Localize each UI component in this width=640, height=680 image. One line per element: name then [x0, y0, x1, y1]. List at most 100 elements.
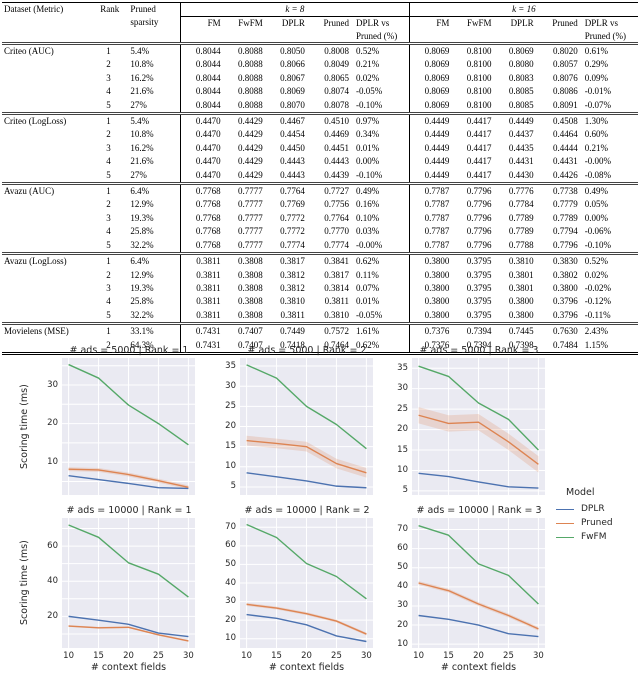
value-cell: 0.7449	[264, 322, 307, 339]
value-cell: 0.4454	[280, 129, 305, 140]
value-cell: 0.3814	[324, 282, 350, 293]
y-axis-label: Scoring time (ms)	[19, 384, 30, 469]
sparsity-cell: 16.2%	[130, 72, 154, 83]
value-cell: 0.8100	[451, 42, 494, 59]
rank-cell: 4	[106, 296, 111, 307]
col-header-fwfm-k8: FwFM	[238, 18, 263, 28]
y-tick-label: 60	[225, 540, 236, 551]
col-header-dplr-vs-pruned-k8: DPLR vs Pruned (%)	[356, 18, 398, 41]
value-cell: -0.11%	[584, 309, 611, 320]
value-cell: 0.34%	[356, 129, 380, 140]
value-cell: 0.7796	[552, 239, 578, 250]
table-row: 2 12.9% 0.3811 0.3808 0.3812 0.3817 0.11% 0.380…	[2, 268, 638, 282]
value-cell: 1.15%	[584, 339, 608, 350]
rank-cell: 2	[106, 339, 111, 350]
value-cell: -0.10%	[356, 169, 383, 180]
value-cell: 0.4429	[238, 142, 263, 153]
plot-area	[412, 518, 545, 648]
value-cell: 0.4431	[508, 156, 534, 167]
value-cell: 0.4449	[408, 141, 452, 156]
value-cell: 0.3817	[264, 252, 307, 269]
value-cell: 0.4417	[466, 142, 492, 153]
value-cell: 0.3810	[280, 296, 305, 307]
y-tick-label: 10	[47, 456, 58, 467]
value-cell: 0.8069	[280, 86, 305, 97]
value-cell: -0.07%	[584, 99, 611, 110]
value-cell: 0.7769	[280, 199, 305, 210]
value-cell: 0.4444	[552, 142, 578, 153]
dataset-cell	[2, 309, 98, 324]
dataset-cell: Criteo (LogLoss)	[2, 112, 99, 129]
value-cell: 0.7768	[180, 211, 223, 226]
series-line-fwfm	[68, 524, 189, 598]
value-cell: 0.8069	[408, 98, 452, 114]
chart-title: # ads = 10000 | Rank = 1	[66, 505, 192, 516]
value-cell: 0.8100	[466, 72, 492, 83]
value-cell: 0.3811	[180, 308, 223, 324]
results-table: Dataset (Metric) Rank Pruned sparsity k …	[2, 2, 638, 355]
value-cell: 0.8088	[238, 59, 263, 70]
y-tick-label: 20	[397, 424, 408, 435]
series-line-fwfm	[418, 365, 539, 451]
value-cell: 0.4429	[238, 169, 263, 180]
series-line-pruned	[246, 603, 367, 635]
table-row: Criteo (LogLoss) 1 5.4% 0.4470 0.4429 0.4467 0…	[2, 112, 638, 129]
value-cell: 0.7796	[466, 239, 492, 250]
value-cell: 0.3795	[466, 309, 492, 320]
value-cell: 0.4450	[280, 142, 305, 153]
value-cell: 0.7774	[280, 239, 305, 250]
value-cell: 0.4449	[493, 112, 536, 129]
rank-cell: 2	[106, 199, 111, 210]
value-cell: -0.12%	[584, 296, 611, 307]
value-cell: 0.7774	[324, 239, 350, 250]
value-cell: 0.52%	[351, 42, 410, 59]
value-cell: 0.7788	[508, 239, 534, 250]
value-cell: 0.4508	[535, 112, 580, 129]
value-cell: 0.7398	[508, 339, 534, 350]
value-cell: 0.7484	[552, 339, 578, 350]
value-cell: 0.3796	[552, 309, 578, 320]
value-cell: 0.62%	[356, 339, 380, 350]
rank-cell: 4	[106, 156, 111, 167]
table-row: 5 32.2% 0.7768 0.7777 0.7774 0.7774 -0.00% 0.77…	[2, 238, 638, 254]
sparsity-cell: 21.6%	[130, 86, 154, 97]
legend-entry: DPLR	[556, 502, 613, 516]
table-row: 2 12.9% 0.7768 0.7777 0.7769 0.7756 0.16% 0.778…	[2, 198, 638, 212]
value-cell: 0.7764	[264, 182, 307, 199]
dataset-cell	[2, 282, 98, 295]
value-cell: 0.8085	[508, 99, 534, 110]
rank-cell: 1	[98, 252, 129, 269]
value-cell: 0.3796	[552, 296, 578, 307]
y-tick-label: 40	[47, 575, 58, 586]
table-row: 2 10.8% 0.8044 0.8088 0.8066 0.8049 0.21% 0.806…	[2, 58, 638, 72]
table-row: 3 16.2% 0.4470 0.4429 0.4450 0.4451 0.01% 0.444…	[2, 141, 638, 156]
series-line-dplr	[68, 615, 189, 638]
value-cell: 0.4443	[280, 156, 305, 167]
value-cell: 0.10%	[356, 212, 380, 223]
value-cell: 0.8100	[466, 59, 492, 70]
col-group-k16: k = 16	[408, 2, 638, 17]
value-cell: 0.29%	[584, 59, 608, 70]
series-line-fwfm	[246, 364, 367, 450]
series-line-pruned	[68, 625, 189, 642]
value-cell: 0.8066	[280, 59, 305, 70]
value-cell: 0.4451	[324, 142, 350, 153]
x-axis-label: # context fields	[268, 662, 345, 673]
value-cell: 0.7789	[508, 226, 534, 237]
plot-area	[62, 518, 195, 648]
dataset-cell	[2, 85, 98, 98]
value-cell: 0.8044	[180, 98, 223, 114]
value-cell: 0.7376	[408, 322, 452, 339]
sparsity-cell: 5.4%	[128, 42, 181, 59]
table-row: Movielens (MSE) 1 33.1% 0.7431 0.7407 0.7449 0…	[2, 322, 638, 339]
value-cell: 0.02%	[356, 72, 380, 83]
plot-area	[240, 518, 373, 648]
dataset-cell	[2, 295, 98, 308]
value-cell: 0.8086	[552, 86, 578, 97]
value-cell: 0.4470	[180, 112, 223, 129]
value-cell: 0.8067	[280, 72, 305, 83]
col-header-dplr-k16: DPLR	[510, 18, 534, 28]
value-cell: 0.4430	[508, 169, 534, 180]
dataset-cell	[2, 155, 98, 168]
series-line-dplr	[418, 614, 539, 638]
